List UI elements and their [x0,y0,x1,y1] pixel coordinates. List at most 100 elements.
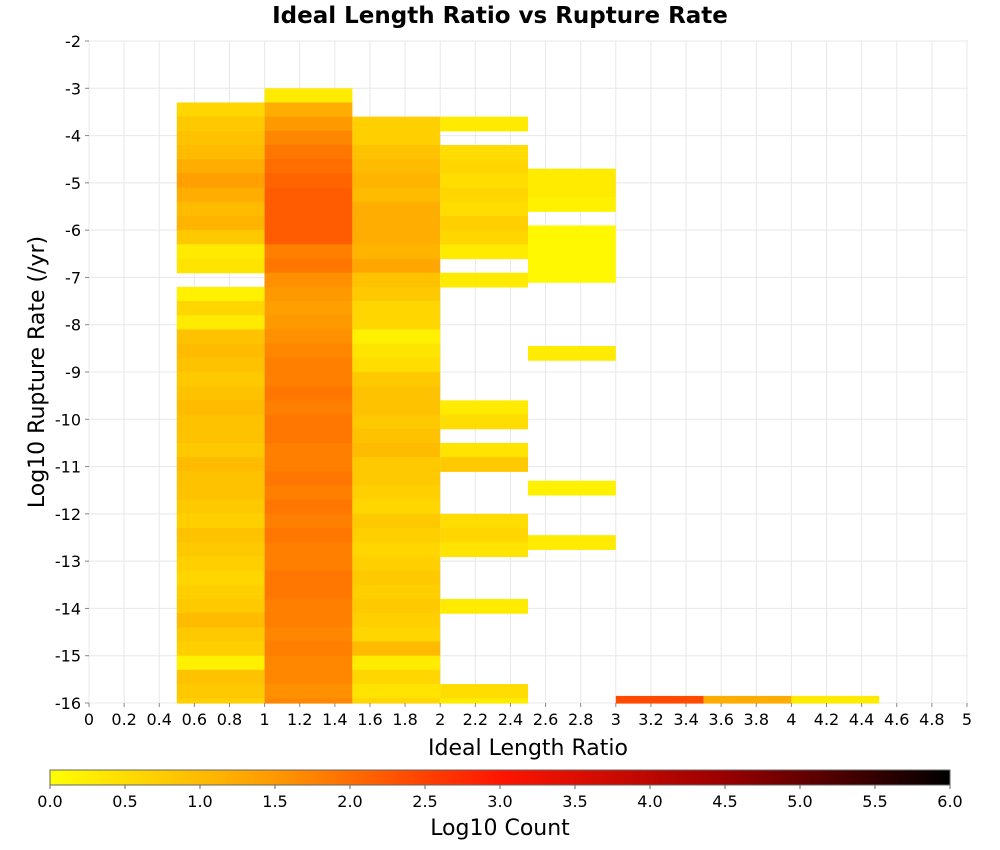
heatmap-cell [264,102,353,118]
heatmap-cell [264,357,353,373]
heatmap-cell [352,357,441,373]
heatmap-cell [352,698,441,704]
heatmap-cell [264,286,353,302]
heatmap-cell [264,499,353,515]
heatmap-cell [352,471,441,487]
colorbar-tick-label: 5.0 [787,792,812,811]
heatmap-cell [352,627,441,643]
heatmap-cell [176,698,265,704]
colorbar-tick-label: 1.0 [187,792,212,811]
colorbar-tick-label: 6.0 [937,792,962,811]
heatmap-cell [176,570,265,586]
heatmap-cell [440,159,528,174]
heatmap-cell [440,272,528,288]
heatmap-cell [264,230,353,245]
heatmap-cell [264,187,353,203]
heatmap-cell [528,225,616,241]
heatmap-cell [440,528,528,543]
x-tick-label: 4.8 [919,710,944,729]
heatmap-cell [352,414,441,430]
x-tick-label: 0.2 [111,710,136,729]
y-tick-label: -2 [65,32,81,51]
y-axis-label: Log10 Rupture Rate (/yr) [25,236,50,508]
x-tick-label: 5 [962,710,972,729]
heatmap-cell [352,130,441,146]
heatmap-cell [352,286,441,302]
colorbar-tick-label: 2.0 [337,792,362,811]
heatmap-cell [264,684,353,699]
heatmap-cell [176,102,265,118]
heatmap-cell [352,230,441,245]
x-tick-label: 3 [611,710,621,729]
heatmap-cell [352,301,441,316]
heatmap-cell [440,684,528,699]
heatmap-cell [528,480,616,496]
heatmap-cell [352,485,441,501]
x-tick-label: 3.6 [708,710,733,729]
heatmap-cell [352,315,441,331]
heatmap-cell [264,343,353,359]
heatmap-cell [264,145,353,160]
x-tick-label: 3.2 [638,710,663,729]
y-tick-label: -11 [55,458,81,477]
heatmap-cell [352,513,441,529]
colorbar-tick-label: 3.5 [562,792,587,811]
colorbar-tick-label: 3.0 [487,792,512,811]
heatmap-cell [264,698,353,704]
heatmap-cell [264,372,353,387]
heatmap-cell [528,197,616,212]
heatmap-cell [528,345,616,361]
chart-title: Ideal Length Ratio vs Rupture Rate [272,3,728,29]
heatmap-cell [176,116,265,132]
heatmap-cell [176,598,265,614]
heatmap-cell [528,168,616,184]
heatmap-cell [352,542,441,558]
heatmap-cell [352,428,441,444]
heatmap-cell [176,173,265,189]
heatmap-cell [440,400,528,416]
y-tick-label: -4 [65,127,81,146]
heatmap-cell [440,414,528,430]
heatmap-cell [352,684,441,699]
heatmap-cell [264,386,353,401]
heatmap-cell [176,386,265,401]
heatmap-cell [264,201,353,217]
heatmap-cell [352,173,441,189]
heatmap-cell [176,641,265,657]
heatmap-cell [352,145,441,160]
heatmap-cell [352,187,441,203]
colorbar-tick-label: 1.5 [262,792,287,811]
heatmap-cell [176,230,265,245]
heatmap-cell [352,570,441,586]
colorbar-tick-label: 2.5 [412,792,437,811]
heatmap-cell [440,457,528,472]
heatmap-cell [264,244,353,260]
heatmap-cell [264,400,353,416]
heatmap-cell [176,244,265,260]
x-tick-label: 0.4 [147,710,172,729]
heatmap-cell [176,627,265,643]
x-tick-label: 0 [84,710,94,729]
x-tick-label: 2.6 [533,710,558,729]
heatmap-cell [264,116,353,132]
heatmap-cell [352,641,441,657]
heatmap-cell [176,258,265,274]
y-tick-label: -10 [55,410,81,429]
y-tick-label: -14 [55,599,81,618]
heatmap-cell [528,239,616,255]
heatmap-cell [352,528,441,543]
heatmap-cell [440,173,528,189]
x-tick-label: 2.2 [463,710,488,729]
heatmap-cell [440,145,528,160]
heatmap-cell [264,428,353,444]
x-tick-label: 1.2 [287,710,312,729]
y-tick-label: -15 [55,647,81,666]
heatmap-cell [352,116,441,132]
heatmap-cell [440,187,528,203]
heatmap-cell [264,655,353,671]
heatmap-cell [440,244,528,260]
heatmap-cell [264,258,353,274]
heatmap-cell [352,201,441,217]
y-tick-label: -5 [65,174,81,193]
heatmap-cell [176,471,265,487]
